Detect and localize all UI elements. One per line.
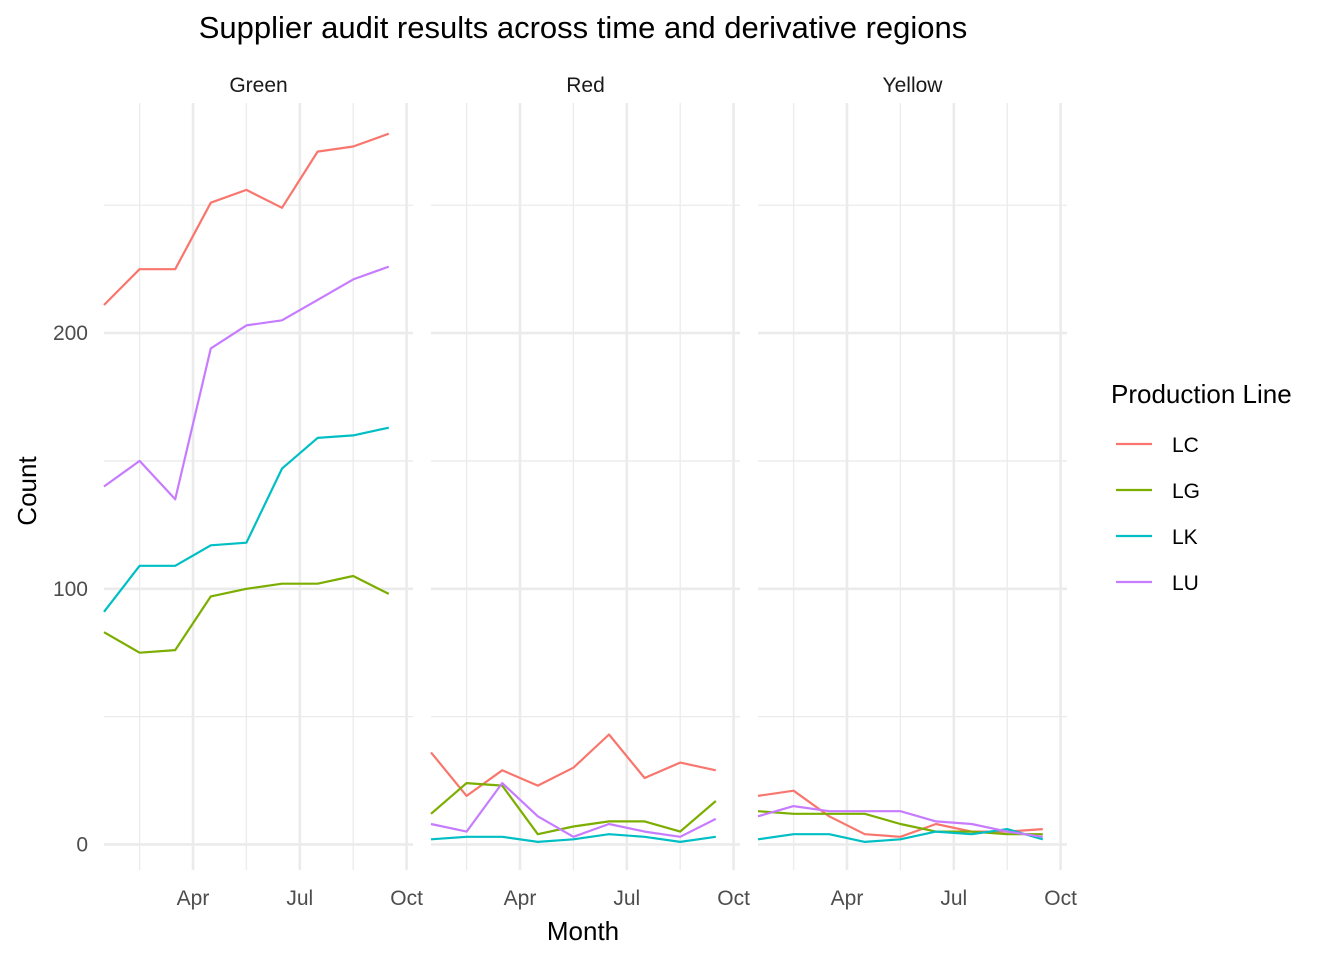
series-line-lu <box>103 265 390 501</box>
y-tick-label: 0 <box>76 833 88 856</box>
legend-item-lc: LC <box>1116 434 1199 457</box>
chart-title: Supplier audit results across time and d… <box>199 10 968 45</box>
x-tick-label: Apr <box>504 887 537 910</box>
series-line-lc <box>103 132 390 306</box>
series-line-lk <box>757 827 1044 844</box>
series-line-lg <box>103 574 390 654</box>
y-axis-title: Count <box>12 456 42 526</box>
y-tick-label: 100 <box>53 578 88 601</box>
x-tick-label: Jul <box>613 887 640 910</box>
x-tick-label: Jul <box>286 887 313 910</box>
series-line-lu <box>430 781 717 838</box>
x-tick-label: Oct <box>1044 887 1077 910</box>
panel-green: Green Apr Jul Oct <box>103 74 423 910</box>
x-tick-label: Apr <box>831 887 864 910</box>
series-line-lk <box>430 833 716 844</box>
panel-red: Red Apr Jul Oct <box>430 74 750 910</box>
y-axis: 0 100 200 <box>53 322 88 856</box>
legend: Production Line LC LG LK LU <box>1111 379 1292 595</box>
facet-label: Yellow <box>883 74 944 97</box>
panel-yellow: Yellow Apr Jul Oct <box>757 74 1077 910</box>
facet-label: Green <box>229 74 287 97</box>
legend-title: Production Line <box>1111 379 1292 409</box>
legend-label: LG <box>1172 480 1200 503</box>
series-line-lk <box>103 426 390 613</box>
legend-item-lg: LG <box>1116 480 1200 503</box>
series-line-lc <box>430 733 717 798</box>
x-tick-label: Oct <box>390 887 423 910</box>
y-tick-label: 200 <box>53 322 88 345</box>
facet-label: Red <box>566 74 605 97</box>
series-line-lg <box>430 781 717 836</box>
series-line-lu <box>757 804 1043 838</box>
legend-item-lu: LU <box>1116 572 1199 595</box>
legend-label: LC <box>1172 434 1199 457</box>
legend-label: LU <box>1172 572 1199 595</box>
facet-panels: Green Apr Jul Oct Red Apr Jul Oct Yellow Apr Jul Oc… <box>103 74 1077 910</box>
x-tick-label: Jul <box>940 887 967 910</box>
legend-label: LK <box>1172 526 1198 549</box>
x-axis-title: Month <box>547 916 619 946</box>
x-tick-label: Oct <box>717 887 750 910</box>
series-line-lg <box>757 810 1043 836</box>
x-tick-label: Apr <box>177 887 210 910</box>
legend-item-lk: LK <box>1116 526 1198 549</box>
